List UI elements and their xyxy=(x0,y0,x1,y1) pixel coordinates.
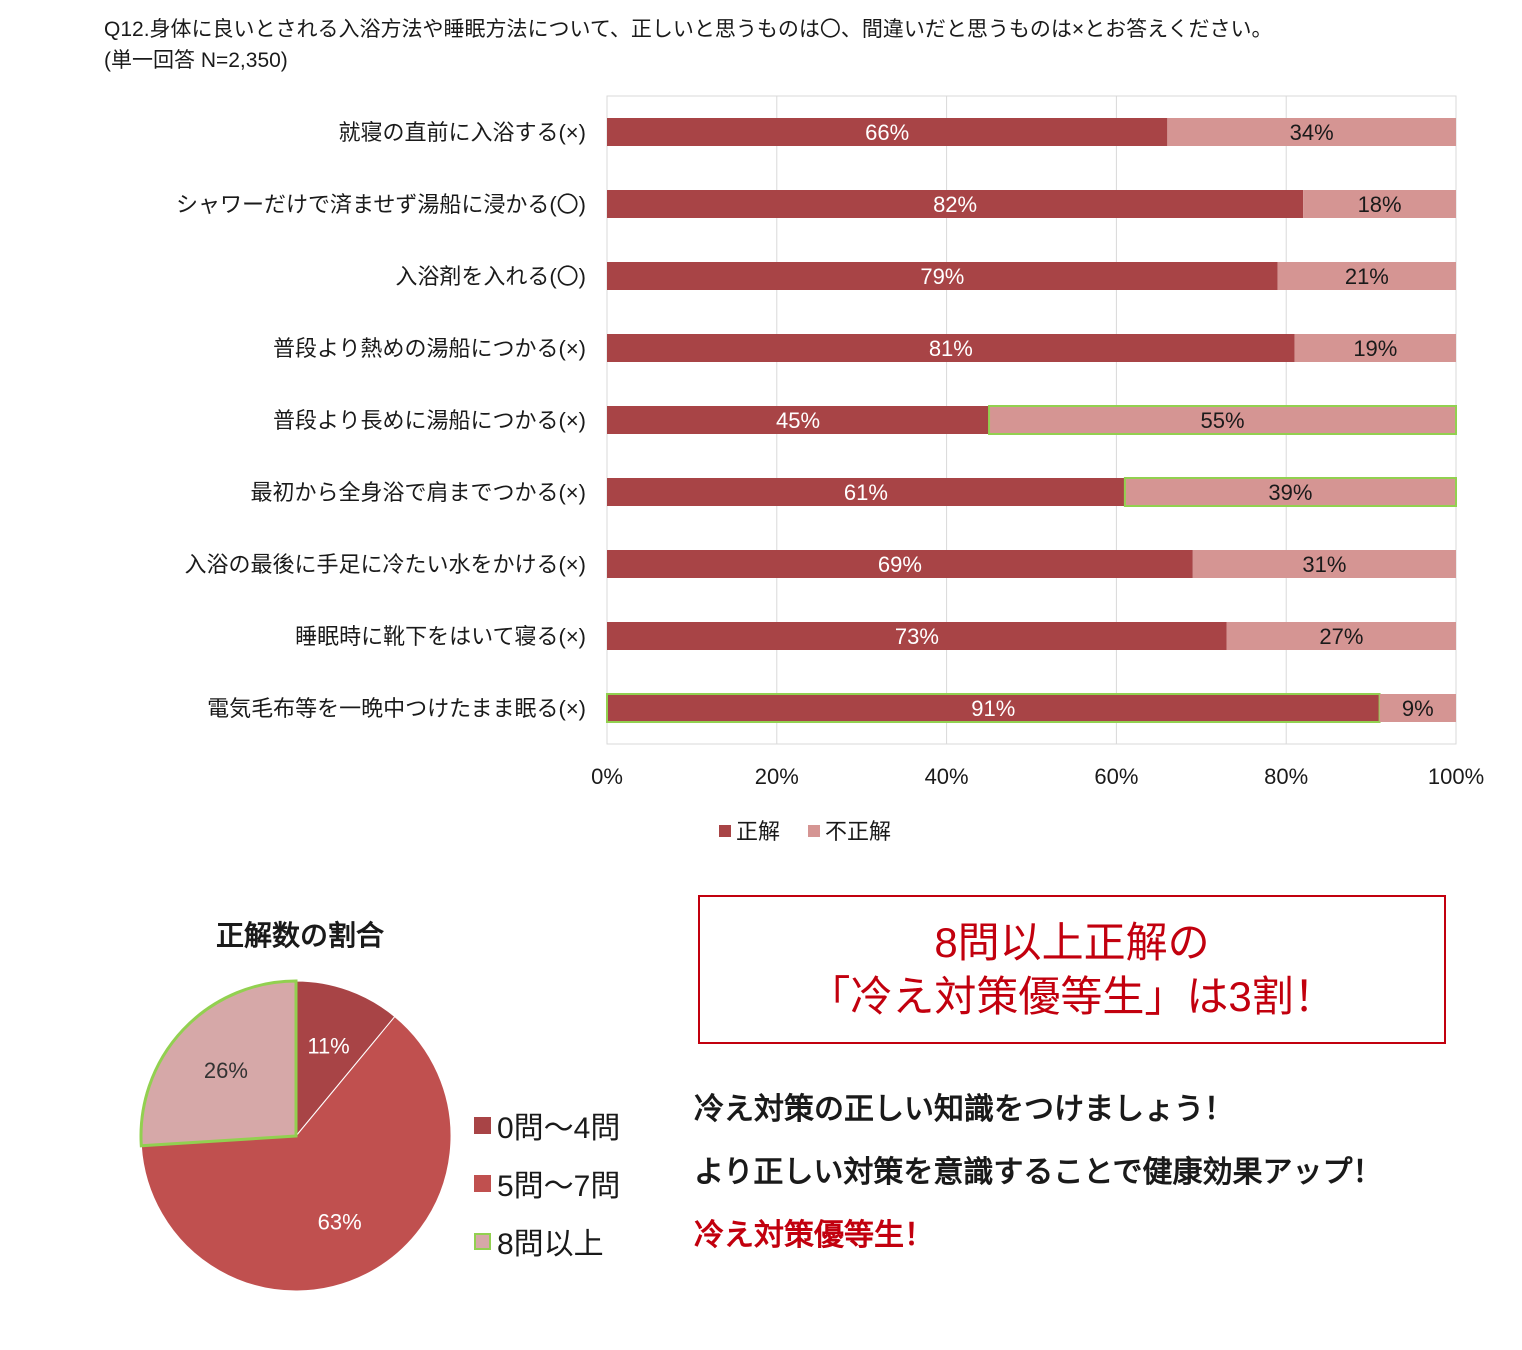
data-label: 61% xyxy=(844,480,888,505)
legend-label: 正解 xyxy=(736,819,780,844)
bar-segment-incorrect xyxy=(1167,118,1456,146)
data-label: 19% xyxy=(1353,336,1397,361)
pie-legend-label: 8問以上 xyxy=(497,1228,604,1261)
bar-segment-incorrect xyxy=(1192,550,1456,578)
bar-segment-correct xyxy=(607,262,1278,290)
data-label: 21% xyxy=(1345,264,1389,289)
pie-legend: 0問～4問 5問～7問 8問以上 xyxy=(474,1096,620,1270)
data-label: 82% xyxy=(933,192,977,217)
data-label: 73% xyxy=(895,624,939,649)
data-label: 27% xyxy=(1319,624,1363,649)
legend-swatch-incorrect xyxy=(808,825,820,837)
bar-segment-correct xyxy=(606,693,1381,723)
pie-legend-swatch-0-4 xyxy=(474,1116,491,1134)
pie-slice-8plus xyxy=(139,979,298,1148)
pie-data-label: 63% xyxy=(318,1210,362,1235)
x-tick-label: 20% xyxy=(755,764,799,789)
bar-segment-incorrect xyxy=(1294,334,1456,362)
data-label: 79% xyxy=(920,264,964,289)
data-label: 91% xyxy=(971,696,1015,721)
bar-segment-correct xyxy=(607,334,1295,362)
bar-segment-incorrect xyxy=(988,405,1457,435)
category-label: 普段より熱めの湯船につかる(×) xyxy=(273,336,586,361)
bar-segment-incorrect xyxy=(1379,694,1456,722)
question-line-2: (単一回答 N=2,350) xyxy=(104,49,288,72)
pie-chart: 11% 63% 26% xyxy=(139,979,452,1292)
question-text: Q12.身体に良いとされる入浴方法や睡眠方法について、正しいと思うものは〇、間違… xyxy=(104,14,1272,76)
bar-segment-incorrect xyxy=(1277,262,1456,290)
pie-legend-swatch-5-7 xyxy=(474,1174,491,1192)
category-label: 就寝の直前に入浴する(×) xyxy=(338,120,586,145)
bar-segment-incorrect xyxy=(1303,190,1456,218)
data-label: 66% xyxy=(865,120,909,145)
pie-data-label: 26% xyxy=(204,1058,248,1083)
legend-label: 不正解 xyxy=(825,819,891,844)
x-tick-label: 60% xyxy=(1094,764,1138,789)
message-line-3: 冷え対策優等生！ xyxy=(694,1219,934,1252)
callout-line-1: 8問以上正解の xyxy=(934,918,1210,966)
question-line-1: Q12.身体に良いとされる入浴方法や睡眠方法について、正しいと思うものは〇、間違… xyxy=(104,18,1273,41)
message-block: 冷え対策の正しい知識をつけましょう！ より正しい対策を意識することで健康効果アッ… xyxy=(694,1088,1383,1277)
bar-segment-incorrect xyxy=(1123,477,1457,507)
stacked-bar-chart: 0% 20% 40% 60% 80% 100% 就寝の直前に入浴する(×) 66% 34% シャワ… xyxy=(176,95,1484,844)
pie-legend-item: 0問～4問 xyxy=(474,1096,620,1154)
data-label: 69% xyxy=(878,552,922,577)
callout-line-2: 「冷え対策優等生」は3割！ xyxy=(808,972,1336,1020)
data-label: 81% xyxy=(929,336,973,361)
x-tick-label: 0% xyxy=(591,764,623,789)
data-label: 45% xyxy=(776,408,820,433)
bar-segment-correct xyxy=(607,118,1168,146)
data-label: 34% xyxy=(1290,120,1334,145)
data-label: 9% xyxy=(1402,696,1434,721)
pie-slice-5-7 xyxy=(140,1015,452,1292)
category-label: 入浴の最後に手足に冷たい水をかける(×) xyxy=(184,552,586,577)
callout-box: 8問以上正解の 「冷え対策優等生」は3割！ xyxy=(698,895,1446,1044)
x-tick-label: 40% xyxy=(925,764,969,789)
category-label: 最初から全身浴で肩までつかる(×) xyxy=(250,480,586,505)
data-label: 18% xyxy=(1358,192,1402,217)
category-label: 入浴剤を入れる(〇) xyxy=(395,264,586,289)
pie-legend-item: 5問～7問 xyxy=(474,1154,620,1212)
pie-legend-label: 5問～7問 xyxy=(497,1170,621,1203)
bar-segment-incorrect xyxy=(1226,622,1456,650)
pie-title: 正解数の割合 xyxy=(215,920,384,951)
pie-legend-swatch-8plus xyxy=(474,1232,491,1250)
bar-segment-correct xyxy=(607,622,1227,650)
category-label: 睡眠時に靴下をはいて寝る(×) xyxy=(295,624,586,649)
bar-segment-correct xyxy=(607,478,1125,506)
message-line-1: 冷え対策の正しい知識をつけましょう！ xyxy=(694,1093,1234,1126)
pie-slice-0-4 xyxy=(295,980,396,1138)
bar-segment-correct xyxy=(607,550,1193,578)
data-label: 31% xyxy=(1302,552,1346,577)
x-tick-label: 100% xyxy=(1428,764,1484,789)
bar-segment-correct xyxy=(607,406,990,434)
category-label: 電気毛布等を一晩中つけたまま眠る(×) xyxy=(207,696,586,721)
pie-data-label: 11% xyxy=(307,1034,349,1059)
bar-segment-correct xyxy=(607,190,1304,218)
data-label: 39% xyxy=(1268,480,1312,505)
x-tick-label: 80% xyxy=(1264,764,1308,789)
category-label: シャワーだけで済ませず湯船に浸かる(〇) xyxy=(176,192,586,217)
pie-legend-item: 8問以上 xyxy=(474,1212,620,1270)
category-label: 普段より長めに湯船につかる(×) xyxy=(273,408,586,433)
legend-swatch-correct xyxy=(719,825,731,837)
pie-legend-label: 0問～4問 xyxy=(497,1112,621,1145)
message-line-2: より正しい対策を意識することで健康効果アップ！ xyxy=(694,1156,1383,1189)
data-label: 55% xyxy=(1201,408,1245,433)
